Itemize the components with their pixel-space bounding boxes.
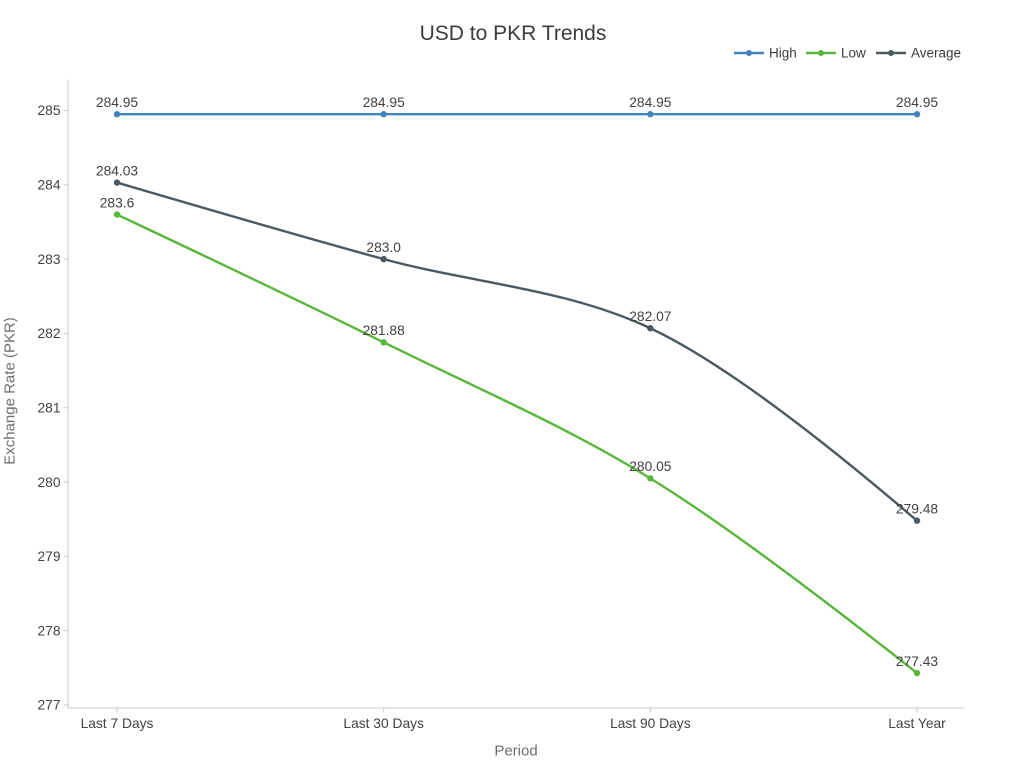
svg-text:284.95: 284.95 (896, 95, 939, 110)
svg-text:280.05: 280.05 (629, 459, 672, 474)
svg-text:280: 280 (37, 475, 60, 490)
svg-text:282.07: 282.07 (629, 309, 671, 324)
svg-text:279.48: 279.48 (896, 502, 939, 517)
svg-text:283: 283 (37, 252, 60, 267)
svg-text:Average: Average (911, 46, 961, 61)
svg-text:284.95: 284.95 (96, 95, 139, 110)
svg-text:278: 278 (37, 623, 60, 638)
svg-text:284.03: 284.03 (96, 163, 139, 178)
svg-text:285: 285 (37, 103, 60, 118)
svg-text:281: 281 (37, 400, 60, 415)
svg-text:Last Year: Last Year (888, 716, 946, 731)
svg-text:284: 284 (37, 178, 60, 193)
svg-text:282: 282 (37, 326, 60, 341)
svg-text:Last 30 Days: Last 30 Days (343, 716, 424, 731)
svg-text:Period: Period (494, 743, 537, 760)
svg-text:High: High (769, 46, 797, 61)
svg-text:279: 279 (37, 549, 60, 564)
svg-text:284.95: 284.95 (629, 95, 672, 110)
svg-text:USD to PKR Trends: USD to PKR Trends (420, 22, 607, 45)
svg-text:Last 7 Days: Last 7 Days (81, 716, 154, 731)
svg-text:281.88: 281.88 (363, 323, 406, 338)
svg-text:277: 277 (37, 698, 60, 713)
svg-text:Last 90 Days: Last 90 Days (610, 716, 691, 731)
svg-text:283.6: 283.6 (100, 195, 135, 210)
svg-text:277.43: 277.43 (896, 654, 939, 669)
svg-text:Exchange Rate (PKR): Exchange Rate (PKR) (2, 317, 19, 465)
svg-text:Low: Low (841, 46, 866, 61)
svg-text:284.95: 284.95 (363, 95, 406, 110)
svg-text:283.0: 283.0 (366, 240, 401, 255)
